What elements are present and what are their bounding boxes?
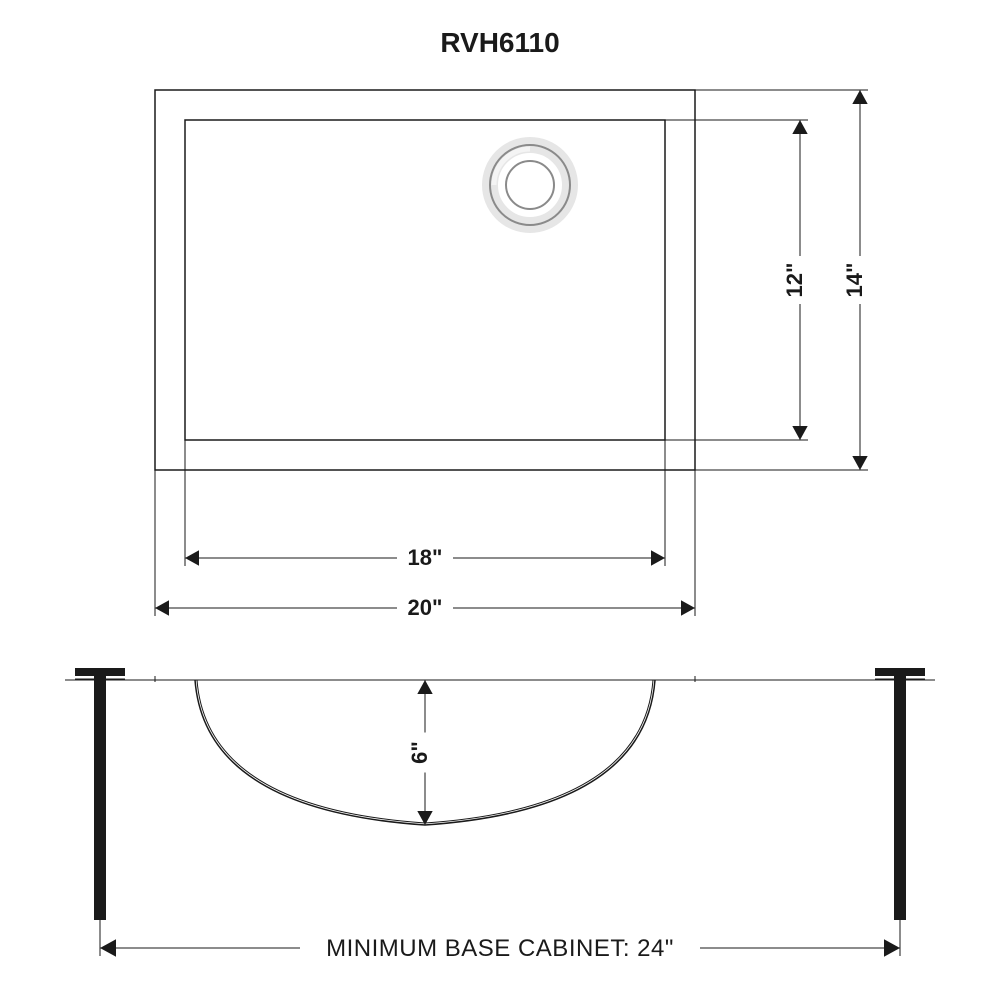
dim-inner-height: 12" bbox=[782, 263, 807, 298]
top-view bbox=[155, 90, 695, 470]
model-title: RVH6110 bbox=[440, 27, 559, 58]
cabinet-dimension: MINIMUM BASE CABINET: 24" bbox=[100, 920, 900, 962]
spec-drawing: RVH6110 18" 20" 12" 14" 6" MINIMUM BASE CA… bbox=[0, 0, 1000, 1000]
dim-depth: 6" bbox=[407, 741, 432, 764]
sink-outer-rect bbox=[155, 90, 695, 470]
dim-inner-width: 18" bbox=[408, 545, 443, 570]
sink-inner-rect bbox=[185, 120, 665, 440]
dim-outer-width: 20" bbox=[408, 595, 443, 620]
cabinet-min-label: MINIMUM BASE CABINET: 24" bbox=[326, 935, 674, 962]
dim-outer-height: 14" bbox=[842, 263, 867, 298]
width-dimensions: 18" 20" bbox=[155, 440, 695, 620]
side-view: 6" bbox=[65, 672, 935, 920]
drain-icon bbox=[490, 145, 570, 225]
